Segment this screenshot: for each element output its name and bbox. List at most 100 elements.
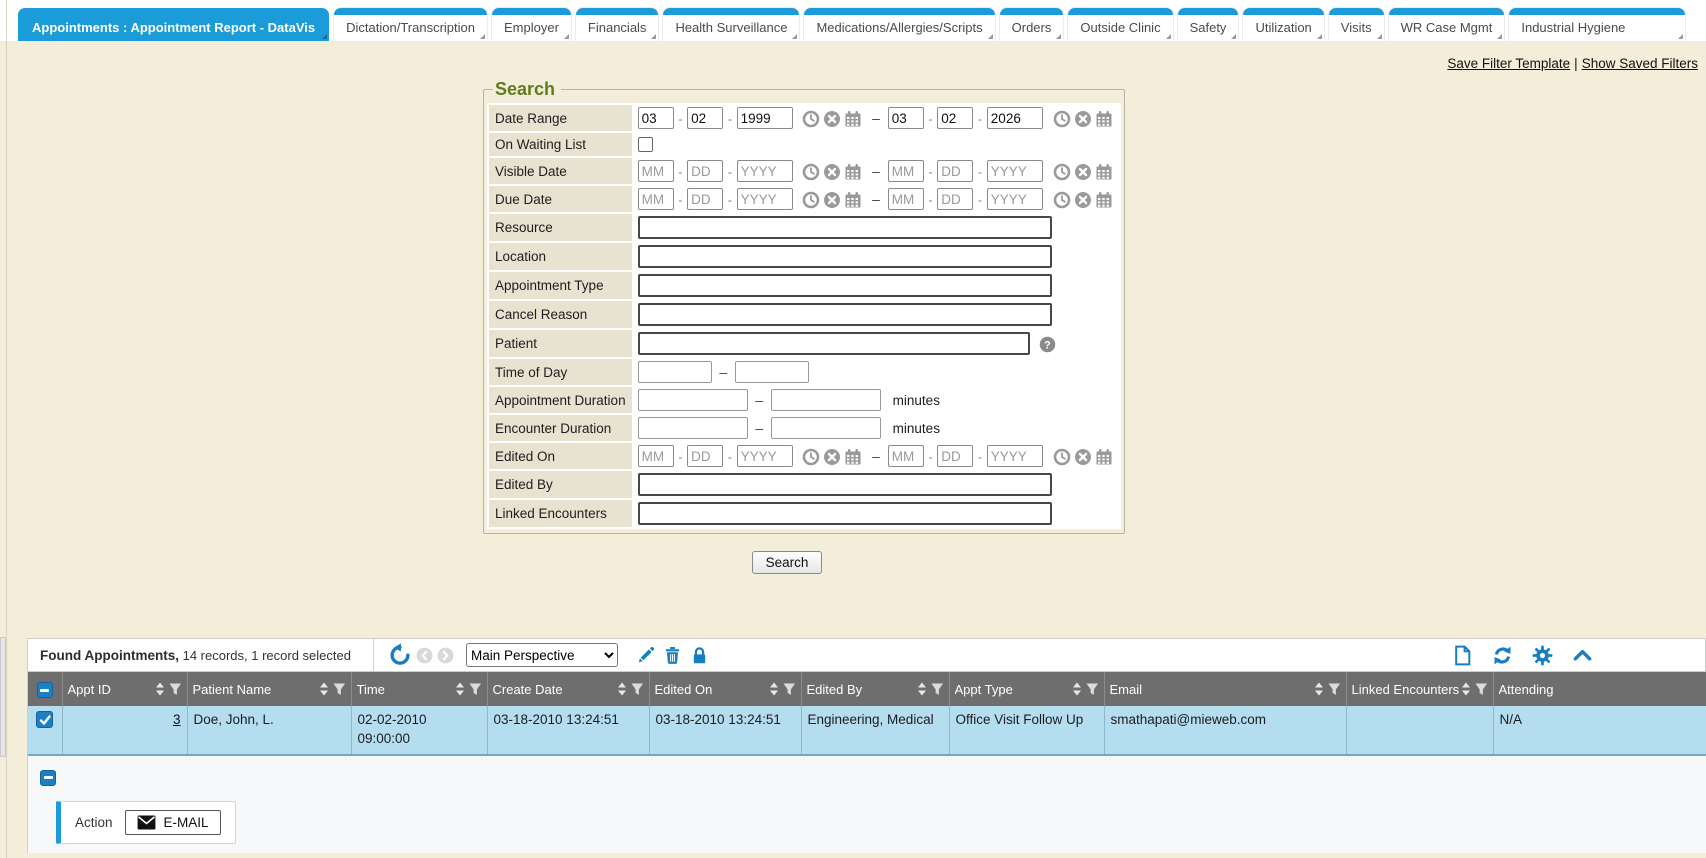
appointment-type-input[interactable] [637, 274, 1052, 297]
tab-industrial-hygiene[interactable]: Industrial Hygiene [1509, 8, 1686, 41]
clear-date-icon[interactable] [1073, 109, 1092, 128]
tab-employer[interactable]: Employer [491, 8, 571, 41]
column-header-time[interactable]: Time [350, 672, 487, 706]
column-header-edited-on[interactable]: Edited On [648, 672, 801, 706]
due-date-to-month-input[interactable] [887, 188, 924, 210]
left-scroll-segment[interactable] [0, 637, 6, 757]
edited-on-from-month-input[interactable] [637, 445, 674, 467]
appointment-duration-max-input[interactable] [770, 389, 881, 411]
collapse-detail-button[interactable] [40, 769, 56, 786]
calendar-icon[interactable] [844, 163, 862, 181]
appt-id-link[interactable]: 3 [172, 712, 181, 727]
location-input[interactable] [637, 245, 1052, 268]
delete-trash-icon[interactable] [655, 646, 682, 665]
lock-icon[interactable] [682, 646, 709, 665]
encounter-duration-min-input[interactable] [637, 417, 748, 439]
perspective-select[interactable]: Main Perspective [466, 643, 618, 667]
time-picker-icon[interactable] [1053, 110, 1071, 128]
column-header-appt-id[interactable]: Appt ID [61, 672, 187, 706]
clear-date-icon[interactable] [823, 162, 842, 181]
time-of-day-to-input[interactable] [734, 361, 809, 383]
column-header-email[interactable]: Email [1103, 672, 1346, 706]
visible-date-to-day-input[interactable] [937, 160, 974, 182]
cancel-reason-input[interactable] [637, 303, 1052, 326]
appointment-duration-min-input[interactable] [637, 389, 748, 411]
edit-pencil-icon[interactable] [628, 646, 655, 665]
edited-by-input[interactable] [637, 473, 1052, 496]
deselect-all-button[interactable] [36, 682, 53, 699]
time-picker-icon[interactable] [802, 163, 820, 181]
time-picker-icon[interactable] [1053, 163, 1071, 181]
visible-date-from-month-input[interactable] [637, 160, 674, 182]
filter-funnel-icon[interactable] [168, 682, 182, 696]
email-button[interactable]: E-MAIL [124, 809, 221, 835]
sort-icon[interactable] [1072, 682, 1082, 696]
column-header-edited-by[interactable]: Edited By [800, 672, 949, 706]
clear-date-icon[interactable] [1073, 190, 1092, 209]
filter-funnel-icon[interactable] [1327, 682, 1341, 696]
calendar-icon[interactable] [844, 110, 862, 128]
visible-date-from-day-input[interactable] [687, 160, 724, 182]
search-button[interactable]: Search [751, 551, 823, 574]
tab-medications-allergies-scripts[interactable]: Medications/Allergies/Scripts [804, 8, 995, 41]
visible-date-to-year-input[interactable] [986, 160, 1043, 182]
time-of-day-from-input[interactable] [637, 361, 712, 383]
column-header-create-date[interactable]: Create Date [486, 672, 649, 706]
date-range-to-day-input[interactable] [937, 107, 974, 129]
calendar-icon[interactable] [844, 191, 862, 209]
sort-icon[interactable] [319, 682, 329, 696]
history-forward-icon[interactable] [437, 647, 454, 664]
calendar-icon[interactable] [1095, 448, 1113, 466]
show-saved-filters-link[interactable]: Show Saved Filters [1581, 56, 1698, 71]
sort-icon[interactable] [455, 682, 465, 696]
gear-icon[interactable] [1532, 645, 1553, 666]
clear-date-icon[interactable] [823, 447, 842, 466]
filter-funnel-icon[interactable] [930, 682, 944, 696]
history-back-icon[interactable] [416, 647, 433, 664]
filter-funnel-icon[interactable] [782, 682, 796, 696]
column-header-attending[interactable]: Attending [1492, 672, 1706, 706]
edited-on-to-month-input[interactable] [887, 445, 924, 467]
edited-on-to-day-input[interactable] [937, 445, 974, 467]
calendar-icon[interactable] [1095, 110, 1113, 128]
tab-appointments-report[interactable]: Appointments : Appointment Report - Data… [18, 8, 330, 41]
due-date-from-year-input[interactable] [736, 188, 793, 210]
due-date-from-day-input[interactable] [687, 188, 724, 210]
date-range-from-day-input[interactable] [687, 107, 724, 129]
tab-visits[interactable]: Visits [1328, 8, 1384, 41]
patient-input[interactable] [637, 332, 1030, 355]
refresh-icon[interactable] [1492, 645, 1513, 666]
date-range-to-month-input[interactable] [887, 107, 924, 129]
calendar-icon[interactable] [1095, 191, 1113, 209]
edited-on-from-day-input[interactable] [687, 445, 724, 467]
clear-date-icon[interactable] [823, 109, 842, 128]
filter-funnel-icon[interactable] [1085, 682, 1099, 696]
filter-funnel-icon[interactable] [630, 682, 644, 696]
visible-date-from-year-input[interactable] [736, 160, 793, 182]
save-filter-template-link[interactable]: Save Filter Template [1447, 56, 1571, 71]
tab-utilization[interactable]: Utilization [1243, 8, 1324, 41]
calendar-icon[interactable] [1095, 163, 1113, 181]
column-header-select[interactable] [28, 672, 62, 706]
row-checkbox-checked[interactable] [36, 711, 54, 728]
tab-outside-clinic[interactable]: Outside Clinic [1068, 8, 1173, 41]
tab-financials[interactable]: Financials [575, 8, 659, 41]
sort-icon[interactable] [917, 682, 927, 696]
time-picker-icon[interactable] [802, 191, 820, 209]
resource-input[interactable] [637, 216, 1052, 239]
undo-icon[interactable] [388, 643, 412, 667]
tab-health-surveillance[interactable]: Health Surveillance [663, 8, 800, 41]
clear-date-icon[interactable] [823, 190, 842, 209]
clear-date-icon[interactable] [1073, 162, 1092, 181]
calendar-icon[interactable] [844, 448, 862, 466]
due-date-to-day-input[interactable] [937, 188, 974, 210]
on-waiting-list-checkbox[interactable] [637, 137, 653, 153]
filter-funnel-icon[interactable] [332, 682, 346, 696]
time-picker-icon[interactable] [802, 448, 820, 466]
edited-on-from-year-input[interactable] [736, 445, 793, 467]
due-date-from-month-input[interactable] [637, 188, 674, 210]
help-icon[interactable]: ? [1039, 336, 1056, 353]
time-picker-icon[interactable] [1053, 191, 1071, 209]
tab-safety[interactable]: Safety [1177, 8, 1239, 41]
sort-icon[interactable] [155, 682, 165, 696]
